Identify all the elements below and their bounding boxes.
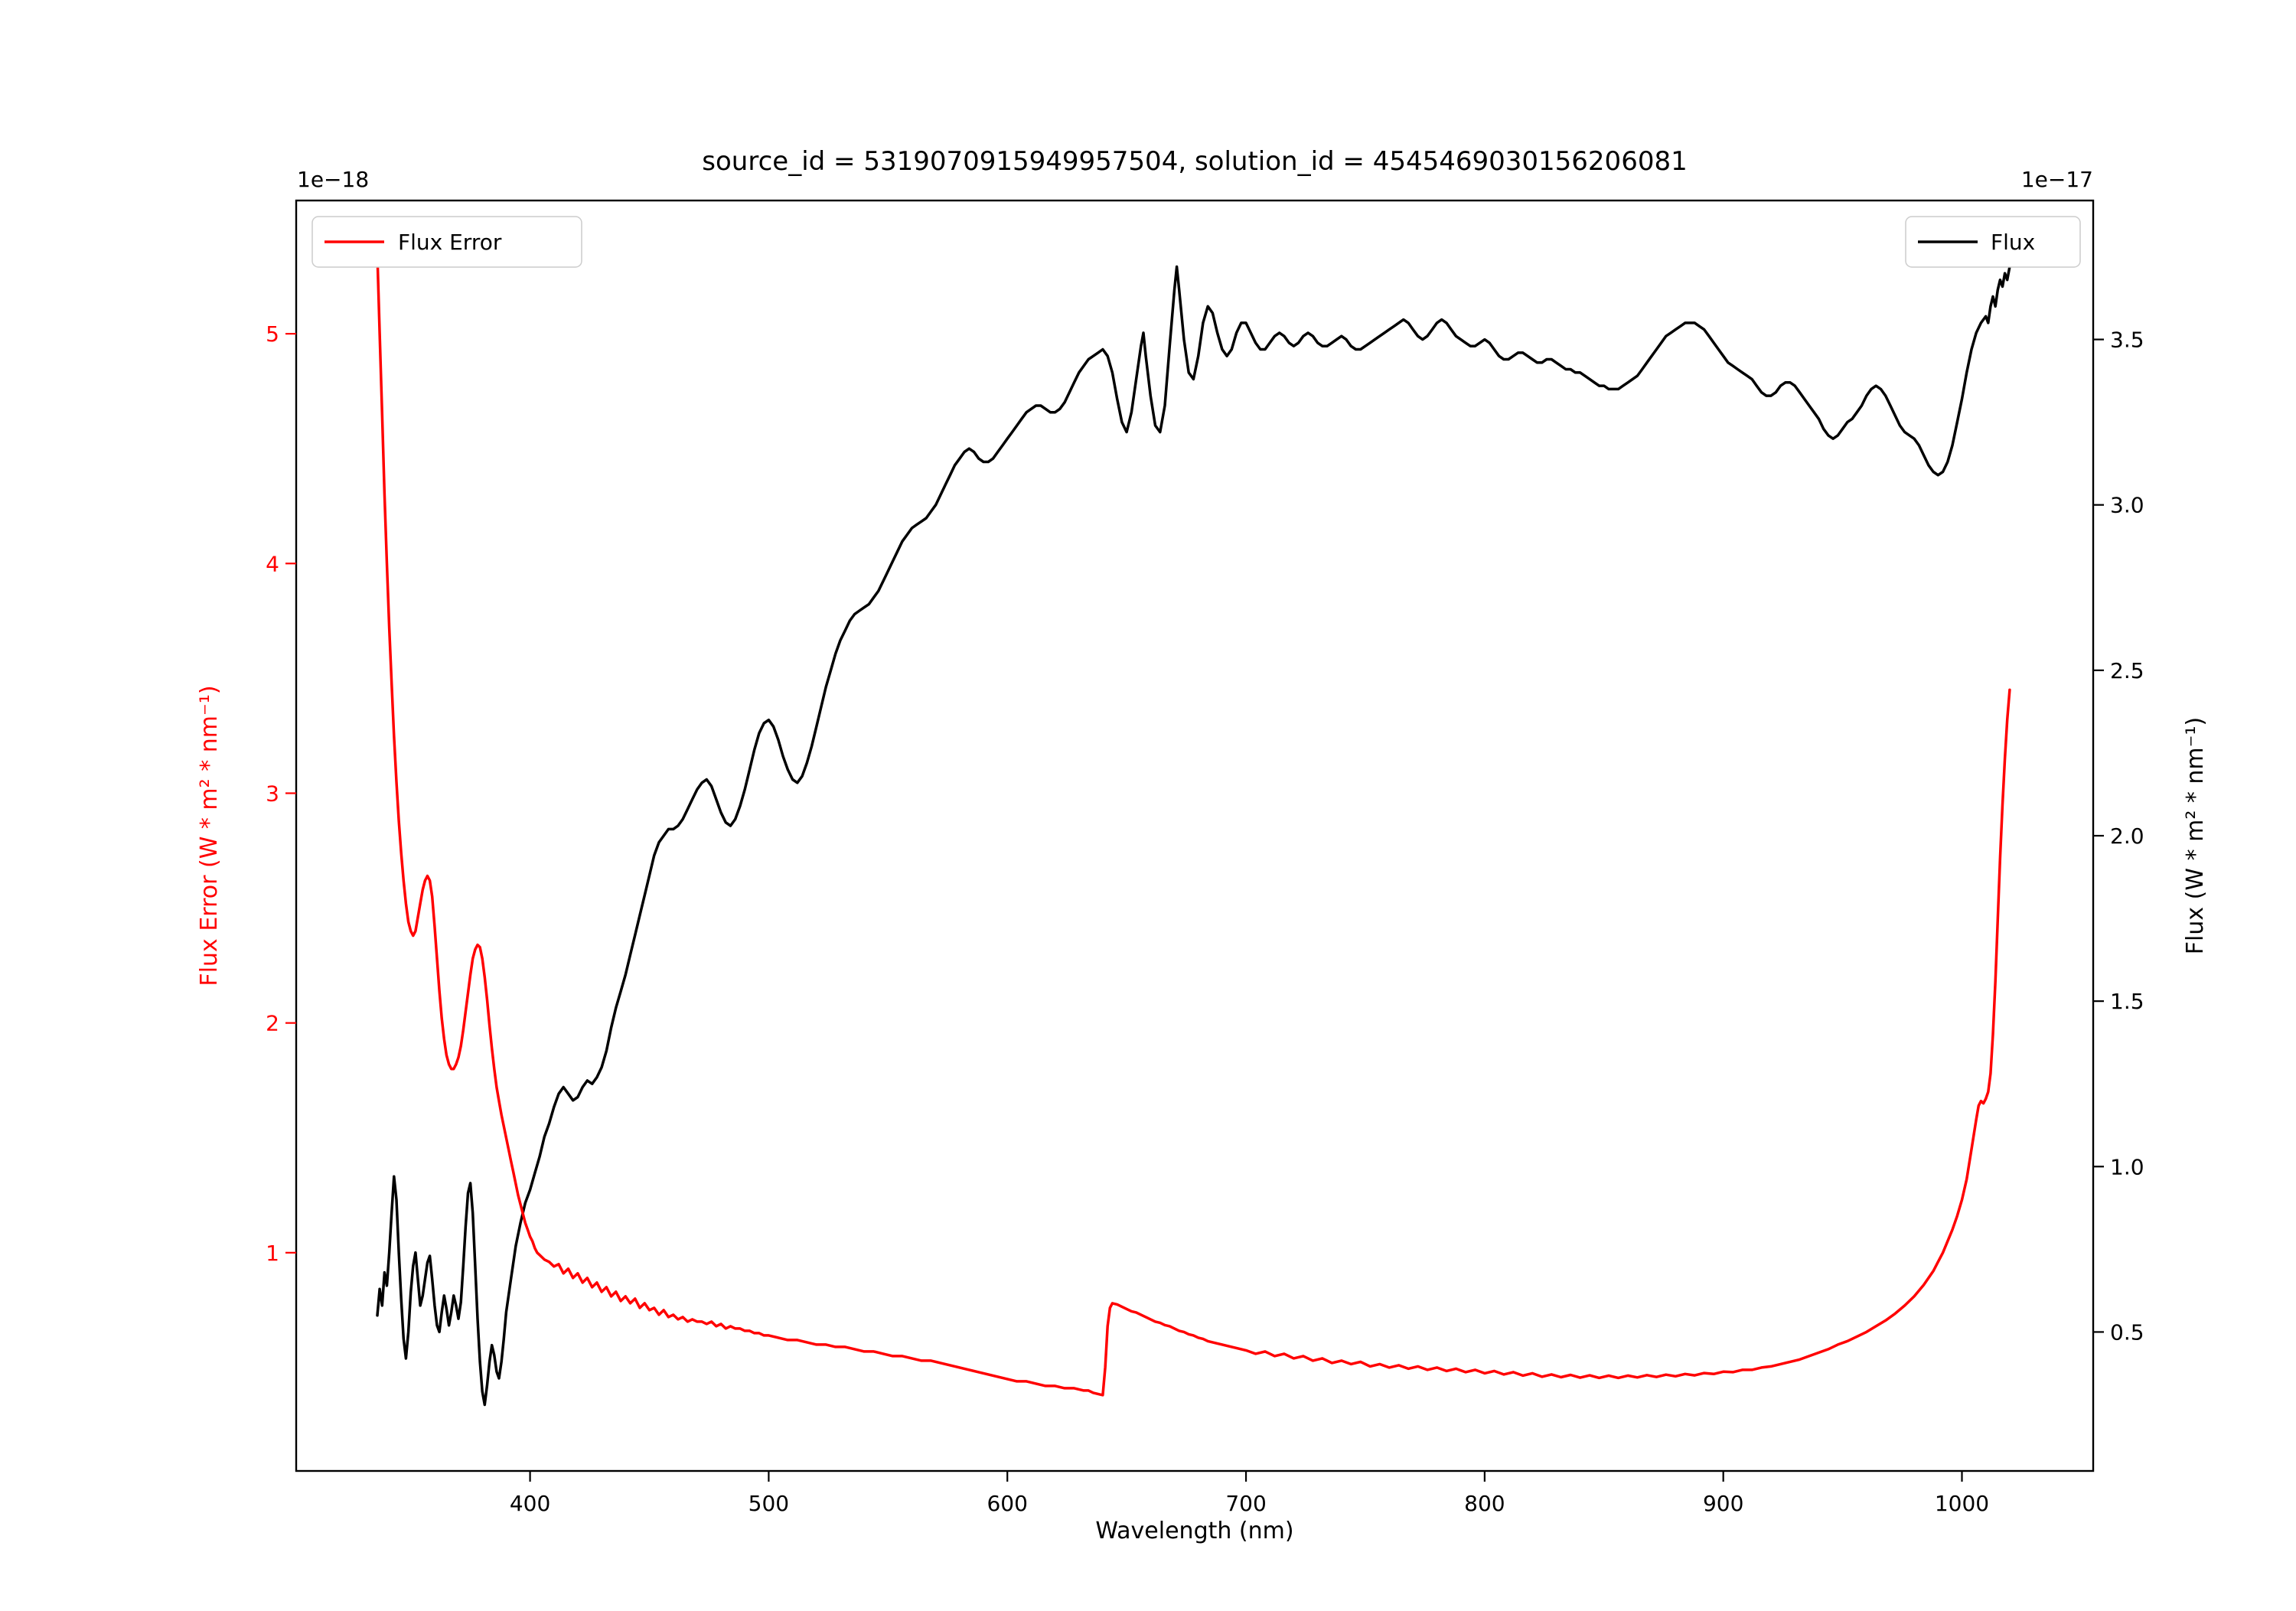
right-y-tick-label: 3.5 xyxy=(2110,328,2144,353)
right-y-tick-label: 2.5 xyxy=(2110,658,2144,683)
right-y-tick-label: 2.0 xyxy=(2110,823,2144,849)
left-y-axis-label: Flux Error (W * m² * nm⁻¹) xyxy=(196,685,223,986)
x-tick-label: 600 xyxy=(987,1491,1027,1516)
x-tick-label: 500 xyxy=(748,1491,789,1516)
right-y-axis-label: Flux (W * m² * nm⁻¹) xyxy=(2182,717,2209,954)
x-tick-label: 400 xyxy=(510,1491,550,1516)
x-tick-label: 800 xyxy=(1464,1491,1505,1516)
x-axis-label: Wavelength (nm) xyxy=(1095,1518,1293,1544)
left-y-tick-label: 5 xyxy=(266,321,279,347)
left-y-axis: 1 2 3 4 5 xyxy=(266,321,296,1266)
x-tick-label: 1000 xyxy=(1935,1491,1989,1516)
right-axis-offset-text: 1e−17 xyxy=(2021,167,2093,192)
flux-error-line xyxy=(376,252,2011,1397)
plot-area xyxy=(296,201,2093,1471)
legend-flux-error-box xyxy=(311,216,582,268)
right-y-tick-label: 1.0 xyxy=(2110,1154,2144,1179)
left-y-tick-label: 1 xyxy=(266,1241,279,1266)
right-y-tick-label: 1.5 xyxy=(2110,989,2144,1014)
left-axis-offset-text: 1e−18 xyxy=(297,167,369,192)
x-tick-label: 700 xyxy=(1225,1491,1266,1516)
legend-flux-error-label: Flux Error xyxy=(398,230,502,255)
legend-flux-label: Flux xyxy=(1991,230,2035,255)
left-y-tick-label: 3 xyxy=(266,781,279,806)
right-y-tick-label: 0.5 xyxy=(2110,1319,2144,1345)
series-layer xyxy=(376,252,2011,1407)
legend-flux: Flux xyxy=(1905,216,2081,268)
right-y-tick-label: 3.0 xyxy=(2110,493,2144,518)
left-y-tick-label: 4 xyxy=(266,551,279,576)
flux-line xyxy=(376,265,2011,1407)
legend-flux-error: Flux Error xyxy=(311,216,582,268)
legend-flux-box xyxy=(1905,216,2081,268)
x-tick-label: 900 xyxy=(1703,1491,1743,1516)
x-axis: 400 500 600 700 800 900 1000 xyxy=(510,1471,1989,1516)
chart-title: source_id = 5319070915949957504, solutio… xyxy=(702,146,1687,177)
right-y-axis: 0.5 1.0 1.5 2.0 2.5 3.0 3.5 xyxy=(2093,328,2144,1345)
left-y-tick-label: 2 xyxy=(266,1011,279,1036)
